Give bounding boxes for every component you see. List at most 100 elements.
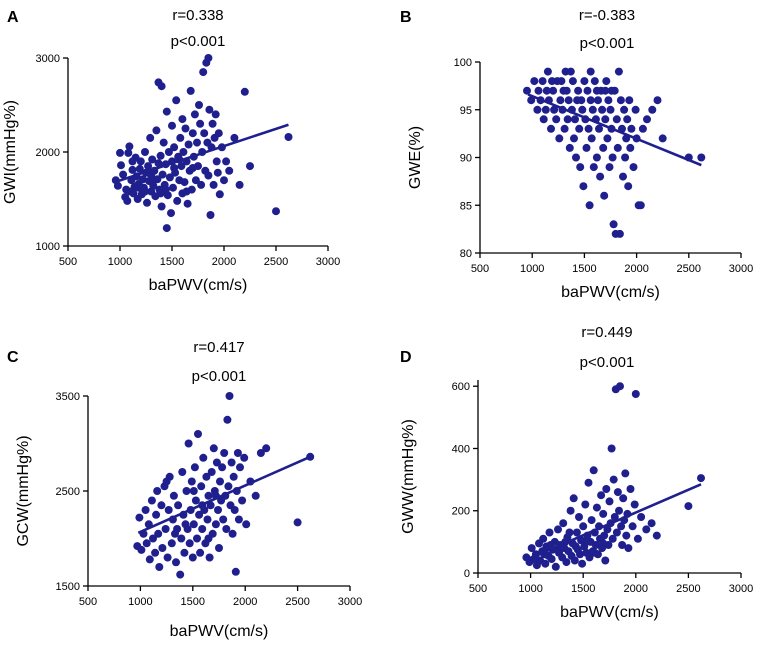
data-point xyxy=(236,463,244,472)
data-point xyxy=(136,157,145,166)
data-point xyxy=(592,86,601,95)
y-tick-label: 200 xyxy=(452,506,470,518)
stat-p: p<0.001 xyxy=(580,35,635,52)
data-point xyxy=(284,133,293,141)
y-ticks: 1500 2500 3500 xyxy=(56,391,88,593)
data-point xyxy=(188,553,197,562)
data-point xyxy=(538,77,547,86)
x-tick-label: 2000 xyxy=(233,596,257,608)
data-point xyxy=(206,211,215,219)
data-point xyxy=(562,558,571,567)
y-tick-label: 90 xyxy=(460,153,472,165)
data-point xyxy=(156,151,165,160)
data-point xyxy=(215,544,223,552)
data-point xyxy=(173,196,182,205)
data-point xyxy=(113,181,122,190)
regression-line xyxy=(117,123,289,183)
data-point xyxy=(596,172,605,181)
data-point xyxy=(155,563,164,571)
data-point xyxy=(631,105,640,114)
data-point xyxy=(571,542,580,551)
data-point xyxy=(167,209,175,218)
data-point xyxy=(619,172,627,181)
data-point xyxy=(227,458,236,467)
data-point xyxy=(190,463,199,472)
data-point xyxy=(193,138,201,147)
data-point xyxy=(599,539,608,548)
x-tick-label: 2500 xyxy=(677,263,701,275)
data-point xyxy=(582,143,591,152)
data-point xyxy=(609,475,618,484)
data-point xyxy=(638,124,647,133)
data-point xyxy=(539,115,548,124)
data-point xyxy=(619,494,628,503)
data-point xyxy=(628,522,637,531)
panel-d: D r=0.449 p<0.001 500 1000 1500 2000 2500 300… xyxy=(400,324,753,621)
x-tick-label: 2500 xyxy=(285,596,309,608)
data-point xyxy=(205,105,214,114)
data-point xyxy=(186,86,195,95)
data-point xyxy=(187,477,196,486)
data-point xyxy=(180,178,189,187)
data-point xyxy=(194,430,202,438)
data-point xyxy=(575,513,583,521)
data-point xyxy=(609,220,618,229)
data-point xyxy=(566,506,575,515)
data-point xyxy=(627,124,636,133)
x-tick-label: 1500 xyxy=(572,263,596,275)
data-point xyxy=(183,199,192,208)
data-point xyxy=(152,510,161,519)
data-point xyxy=(618,541,627,549)
data-point xyxy=(697,153,706,162)
data-point xyxy=(601,115,610,124)
data-point xyxy=(566,67,575,76)
x-ticks: 500 1000 1500 2000 2500 3000 xyxy=(469,573,753,595)
data-point xyxy=(653,96,662,105)
data-point xyxy=(599,509,608,518)
data-point xyxy=(170,143,179,152)
data-point xyxy=(149,534,157,543)
y-tick-label: 100 xyxy=(454,57,472,69)
data-point xyxy=(233,449,242,457)
data-point xyxy=(190,110,199,119)
x-tick-label: 1500 xyxy=(181,596,205,608)
y-axis-title: GWI(mmHg%) xyxy=(2,100,19,204)
x-tick-label: 2000 xyxy=(624,583,648,595)
data-point xyxy=(157,501,166,510)
data-point xyxy=(539,534,548,543)
data-point xyxy=(575,124,584,133)
data-point xyxy=(157,82,166,91)
x-tick-label: 3000 xyxy=(338,596,362,608)
data-point xyxy=(583,86,592,95)
data-point xyxy=(563,115,572,124)
data-point xyxy=(206,501,215,510)
y-tick-label: 400 xyxy=(452,443,470,455)
data-point xyxy=(159,138,168,147)
data-point xyxy=(141,506,150,514)
stat-p: p<0.001 xyxy=(192,368,247,385)
data-point xyxy=(219,515,228,524)
data-point xyxy=(134,183,143,192)
data-point xyxy=(569,494,578,503)
data-point xyxy=(152,126,161,135)
data-point xyxy=(551,562,560,571)
data-point xyxy=(621,469,630,478)
data-point xyxy=(203,515,212,524)
data-point xyxy=(204,534,213,543)
data-point xyxy=(163,553,172,562)
x-tick-label: 500 xyxy=(471,263,489,275)
data-point xyxy=(614,67,623,76)
data-point xyxy=(207,468,216,476)
data-point xyxy=(272,207,280,216)
panel-label: C xyxy=(7,349,19,366)
data-point xyxy=(212,157,221,166)
data-point xyxy=(154,159,163,168)
data-point xyxy=(262,444,271,453)
data-point xyxy=(613,488,622,497)
data-point xyxy=(209,180,218,189)
x-axis-title: baPWV(cm/s) xyxy=(560,604,659,621)
data-point xyxy=(188,129,197,138)
x-tick-label: 3000 xyxy=(729,583,753,595)
data-point xyxy=(557,77,566,86)
data-point xyxy=(533,105,542,114)
